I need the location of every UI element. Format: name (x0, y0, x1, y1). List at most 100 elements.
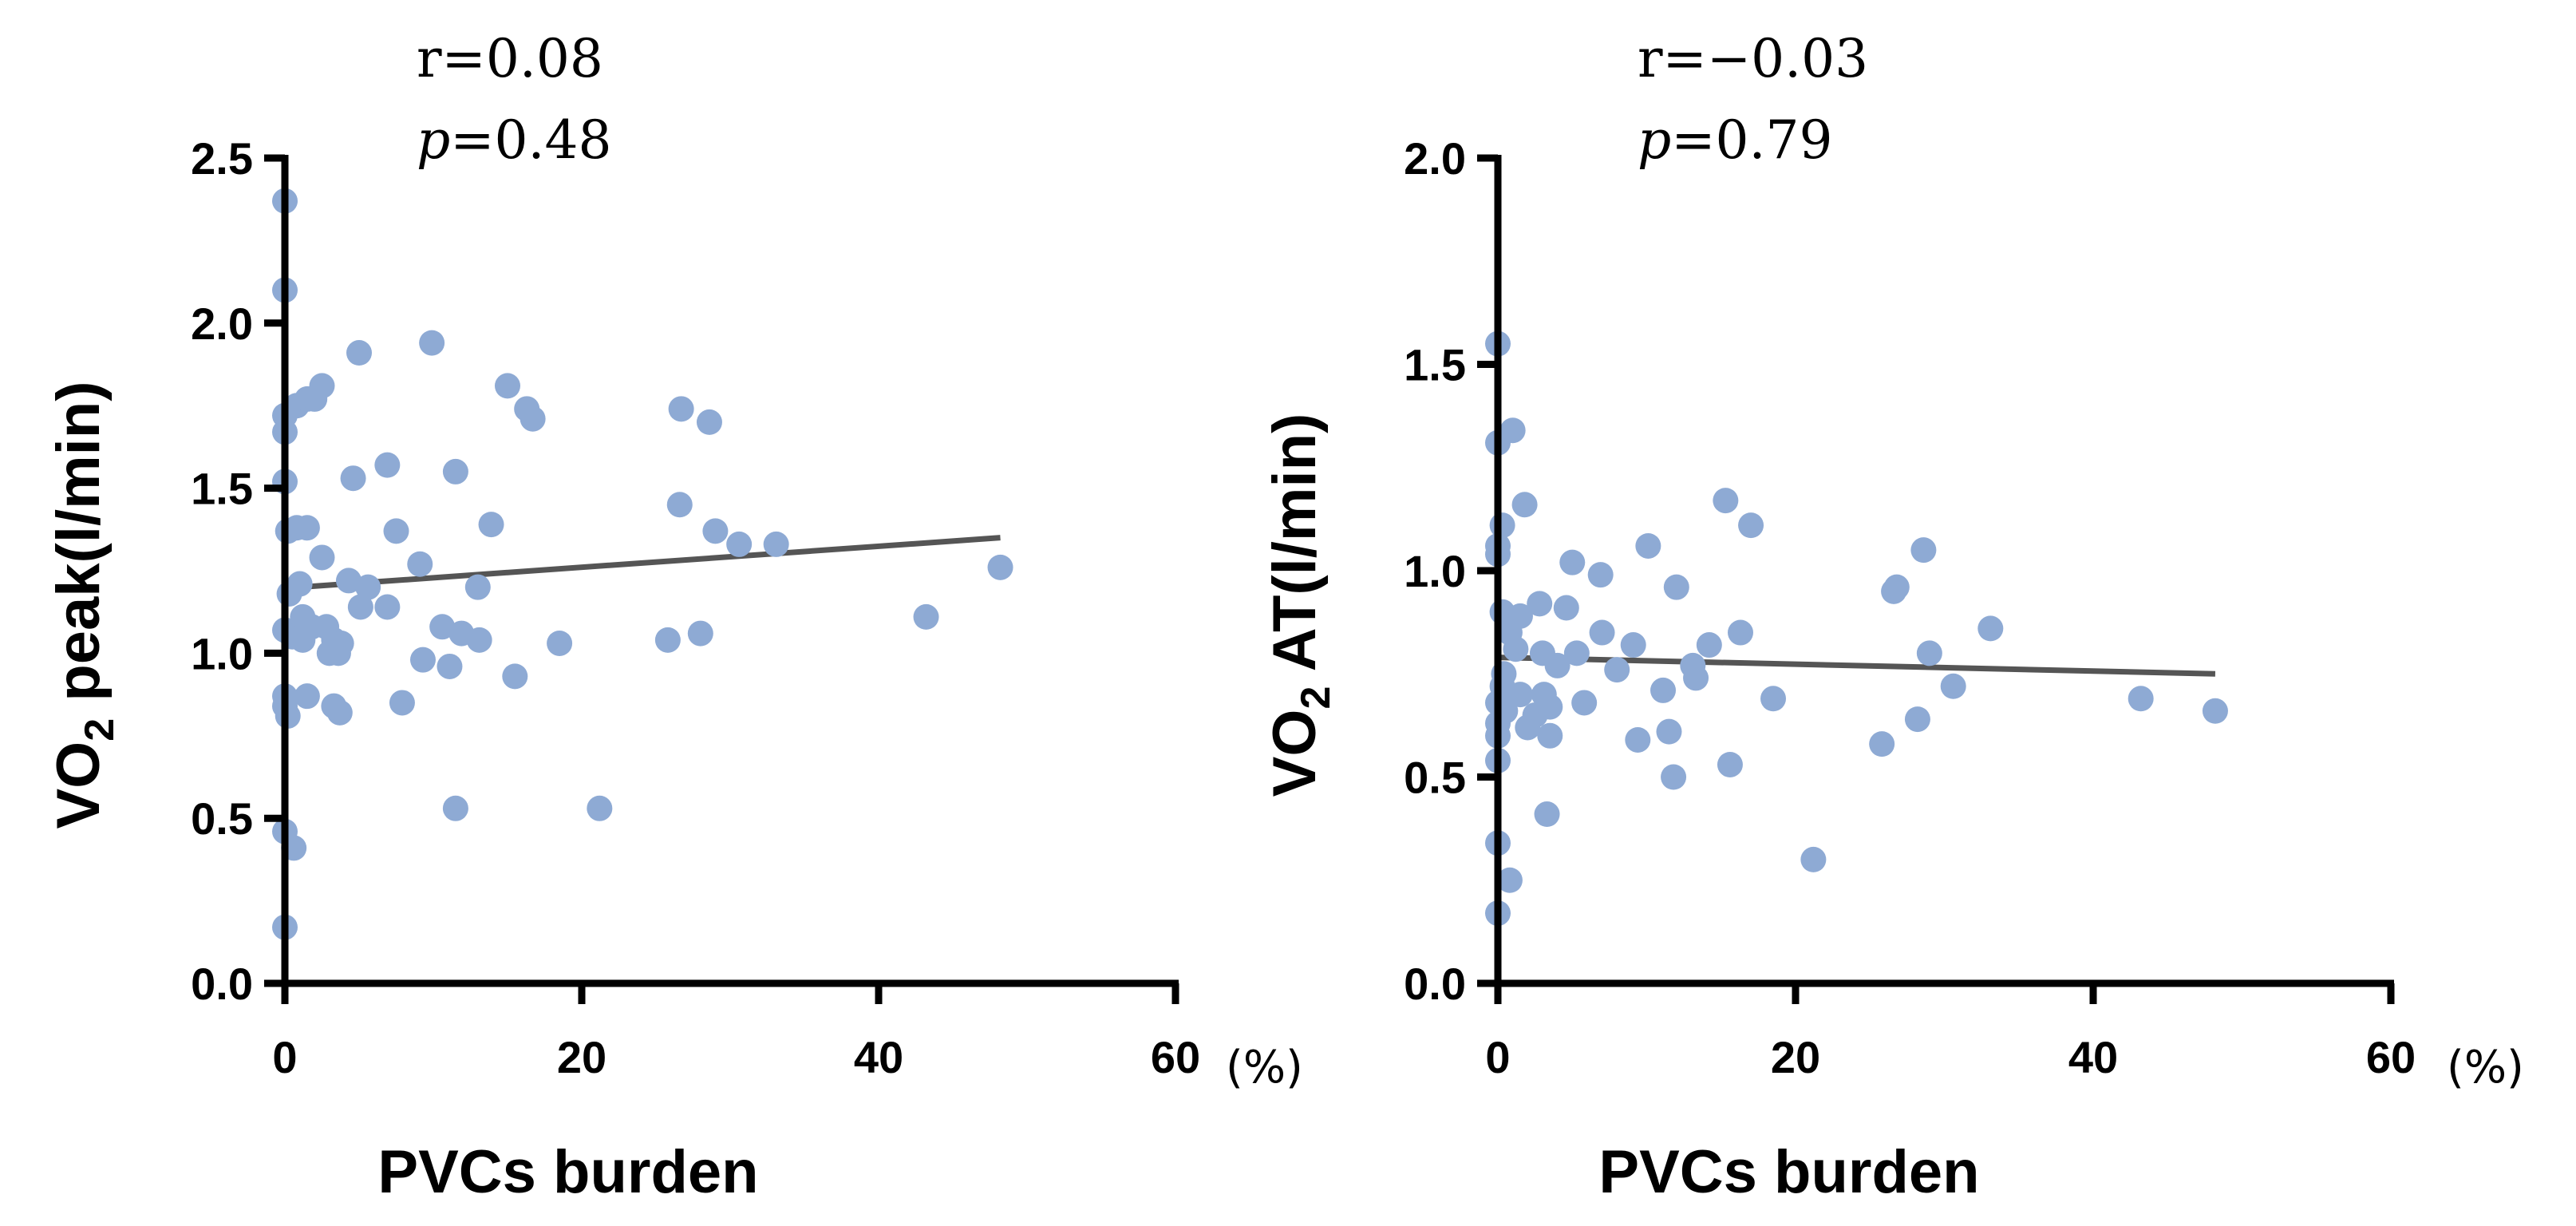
data-point (347, 594, 373, 620)
data-point (1940, 673, 1966, 699)
data-point (1534, 801, 1560, 828)
data-point (1738, 512, 1764, 539)
data-point (419, 330, 445, 356)
data-point (1587, 562, 1614, 588)
scatter-panel-vo2-at: 0.0 0.5 1.0 1.5 2.0 0 20 40 60 r=−0.03 p=0.79 PV… (1261, 28, 2524, 1206)
y-tick-label: 0.0 (191, 959, 253, 1009)
data-point (1537, 694, 1563, 720)
data-point (374, 594, 401, 620)
x-tick-label: 0 (272, 1032, 297, 1082)
data-point (1727, 619, 1753, 646)
x-tick-label: 40 (2068, 1032, 2118, 1082)
data-point (340, 465, 366, 492)
x-axis-title: PVCs burden (377, 1138, 758, 1206)
x-tick-label: 60 (1151, 1032, 1200, 1082)
data-point (346, 340, 372, 366)
y-tick-label: 2.5 (191, 133, 253, 184)
data-point (1656, 718, 1682, 745)
data-point (1496, 867, 1523, 893)
data-point (442, 458, 468, 484)
y-tick-label: 1.0 (1404, 546, 1466, 596)
y-tick-label: 1.0 (191, 628, 253, 678)
data-point (1604, 657, 1630, 683)
data-point (547, 630, 573, 656)
y-tick-label: 2.0 (1404, 133, 1466, 184)
data-point (1553, 595, 1579, 621)
x-tick-label: 20 (557, 1032, 606, 1082)
p-annotation: p=0.79 (1638, 109, 1833, 171)
data-point (478, 512, 504, 538)
p-annotation: p=0.48 (417, 109, 612, 171)
data-point (442, 795, 468, 821)
data-point (466, 627, 492, 653)
y-tick-label: 1.5 (191, 464, 253, 514)
data-point (2202, 698, 2228, 724)
y-tick-label: 1.5 (1404, 340, 1466, 390)
data-point (987, 554, 1013, 580)
data-point (1563, 640, 1590, 666)
x-tick-label: 40 (854, 1032, 903, 1082)
data-point (1589, 619, 1615, 646)
data-point (1537, 722, 1563, 749)
x-axis-title: PVCs burden (1598, 1138, 1979, 1206)
data-point (407, 551, 433, 577)
data-point (1507, 603, 1533, 629)
data-point (1661, 764, 1687, 790)
regression-line (299, 535, 1001, 591)
data-point (1696, 632, 1722, 658)
x-tick-label: 0 (1485, 1032, 1510, 1082)
data-point (1499, 417, 1526, 444)
data-point (1916, 640, 1942, 666)
data-point (409, 647, 436, 673)
data-point (687, 620, 713, 647)
y-tick-label: 0.0 (1404, 959, 1466, 1009)
data-point (383, 518, 409, 544)
data-point (1910, 537, 1937, 564)
data-point (355, 574, 381, 600)
data-point (1760, 686, 1787, 712)
data-point (286, 571, 313, 597)
data-point (1717, 751, 1743, 777)
r-annotation: r=0.08 (417, 28, 603, 89)
data-point (1650, 677, 1677, 703)
data-point (1544, 652, 1570, 678)
data-point (502, 663, 528, 690)
data-point (326, 699, 353, 726)
data-point (763, 531, 789, 557)
data-point (437, 653, 463, 679)
data-point (913, 603, 939, 630)
x-tick-label: 20 (1771, 1032, 1820, 1082)
y-axis-title: VO2 peak(l/min) (45, 381, 123, 829)
data-point (1869, 731, 1895, 757)
data-point (1800, 846, 1827, 872)
data-point (668, 396, 694, 422)
data-point (1977, 615, 2004, 642)
y-tick-label: 0.5 (1404, 753, 1466, 803)
data-point (1883, 574, 1910, 600)
data-point (1663, 574, 1689, 600)
data-point (520, 405, 546, 432)
data-point (1635, 532, 1661, 559)
data-point (2128, 686, 2154, 712)
data-point (696, 409, 722, 435)
data-point (309, 544, 335, 571)
data-point (702, 518, 729, 544)
x-axis-unit: (%) (2447, 1042, 2524, 1094)
data-point (495, 373, 520, 399)
data-point (1713, 488, 1739, 514)
data-point (587, 795, 613, 821)
data-point (1511, 492, 1538, 518)
y-tick-label: 2.0 (191, 299, 253, 349)
data-point (464, 574, 491, 600)
data-point (1571, 690, 1598, 716)
data-point (374, 452, 401, 478)
data-point (1503, 636, 1529, 662)
data-point (335, 568, 362, 594)
data-point (1620, 632, 1646, 658)
y-tick-label: 0.5 (191, 793, 253, 844)
data-point (1904, 706, 1930, 733)
r-annotation: r=−0.03 (1638, 28, 1868, 89)
data-point (1527, 591, 1553, 617)
data-point (294, 515, 320, 541)
